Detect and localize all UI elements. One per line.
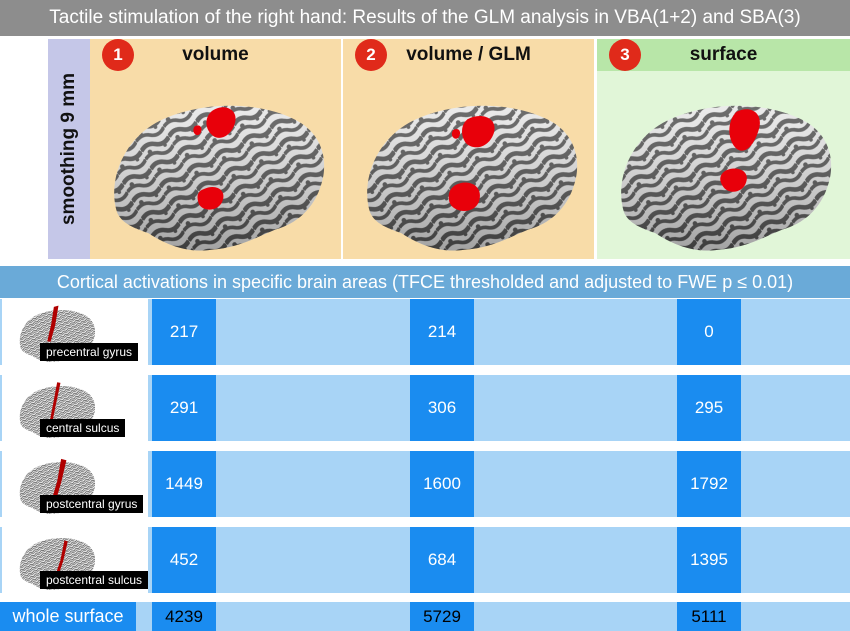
activation-blob <box>448 182 480 211</box>
panel-title: volume / GLM <box>406 44 531 65</box>
region-thumbnail: central sulcus <box>2 375 148 441</box>
value-cell: 306 <box>410 375 474 441</box>
value-cell: 214 <box>410 299 474 365</box>
panel-volume-glm-header: 2 volume / GLM <box>343 39 594 71</box>
activations-header: Cortical activations in specific brain a… <box>0 266 850 298</box>
region-row: postcentral sulcus 452 684 1395 <box>0 527 850 593</box>
region-thumbnail: postcentral gyrus <box>2 451 148 517</box>
number-badge: 3 <box>609 39 641 71</box>
brain-surface-image <box>621 105 832 251</box>
brain-surface-image <box>114 105 325 251</box>
value-cell: 452 <box>152 527 216 593</box>
panel-volume-glm: 2 volume / GLM <box>343 39 594 259</box>
summary-value: 5729 <box>410 602 474 631</box>
value-cell: 295 <box>677 375 741 441</box>
region-name: central sulcus <box>40 419 126 437</box>
number-badge: 1 <box>102 39 134 71</box>
region-highlight <box>47 305 59 342</box>
activation-blob <box>720 168 747 192</box>
region-row: central sulcus 291 306 295 <box>0 375 850 441</box>
activation-blob <box>193 125 202 136</box>
region-name: postcentral sulcus <box>40 571 149 589</box>
value-cell: 1600 <box>410 451 474 517</box>
panel-volume-header: 1 volume <box>90 39 341 71</box>
figure-title: Tactile stimulation of the right hand: R… <box>0 0 850 36</box>
value-cell: 0 <box>677 299 741 365</box>
panel-title: surface <box>689 44 758 65</box>
row-label-smoothing: smoothing 9 mm <box>48 39 90 259</box>
panel-volume: 1 volume <box>90 39 341 259</box>
activation-blob <box>462 115 495 148</box>
panel-surface: 3 surface <box>597 39 850 259</box>
activation-blob <box>206 107 236 138</box>
summary-row: whole surface 4239 5729 5111 <box>0 602 850 631</box>
activation-blob <box>451 129 461 139</box>
value-cell: 1449 <box>152 451 216 517</box>
panel-title: volume <box>182 44 249 65</box>
region-name: precentral gyrus <box>40 343 139 361</box>
number-badge: 2 <box>355 39 387 71</box>
row-label-text: smoothing 9 mm <box>58 72 79 226</box>
activation-blob <box>197 186 224 210</box>
value-cell: 1792 <box>677 451 741 517</box>
summary-value: 4239 <box>152 602 216 631</box>
region-highlight <box>51 458 67 501</box>
brain-surface-image <box>367 105 578 251</box>
value-cell: 217 <box>152 299 216 365</box>
value-cell: 291 <box>152 375 216 441</box>
region-row: postcentral gyrus 1449 1600 1792 <box>0 451 850 517</box>
summary-value: 5111 <box>677 602 741 631</box>
summary-label: whole surface <box>0 602 136 631</box>
region-row: precentral gyrus 217 214 0 <box>0 299 850 365</box>
region-highlight <box>49 382 61 425</box>
activation-blob <box>729 109 760 151</box>
region-thumbnail: precentral gyrus <box>2 299 148 365</box>
value-cell: 684 <box>410 527 474 593</box>
region-thumbnail: postcentral sulcus <box>2 527 149 593</box>
value-cell: 1395 <box>677 527 741 593</box>
region-highlight <box>55 540 68 576</box>
panel-surface-header: 3 surface <box>597 39 850 71</box>
region-name: postcentral gyrus <box>40 495 144 513</box>
